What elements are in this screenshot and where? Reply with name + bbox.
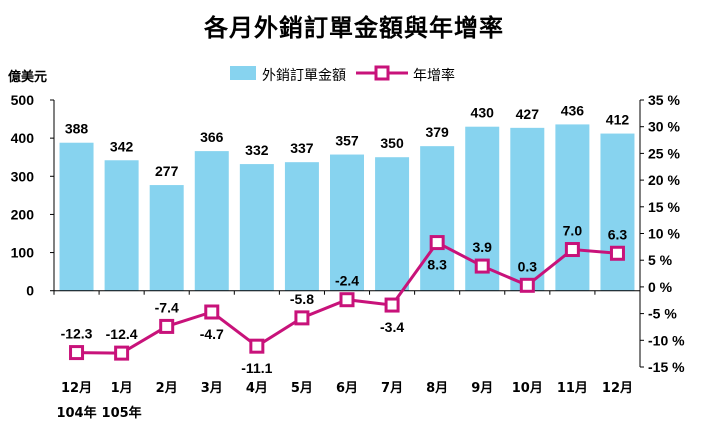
- bar-value-label: 379: [425, 124, 449, 140]
- legend-line-marker: [374, 65, 390, 81]
- year-label: 105年: [102, 405, 142, 421]
- chart-title: 各月外銷訂單金額與年增率: [204, 14, 504, 42]
- bar-value-label: 436: [561, 102, 585, 118]
- bar: [555, 124, 590, 291]
- year-label: 104年: [56, 405, 96, 421]
- growth-point: [564, 242, 580, 258]
- growth-point: [249, 338, 265, 354]
- line-value-label: -4.7: [200, 326, 224, 342]
- x-tick-label: 2月: [156, 381, 178, 396]
- bar-value-label: 332: [245, 142, 269, 158]
- legend: 外銷訂單金額 年增率: [230, 65, 455, 84]
- right-tick-label: 5 %: [648, 252, 673, 268]
- x-tick-label: 10月: [512, 381, 543, 396]
- bar: [284, 162, 319, 291]
- line-value-label: -7.4: [155, 299, 179, 315]
- line-series: [69, 235, 625, 361]
- line-value-label: -11.1: [241, 360, 272, 376]
- growth-point: [204, 304, 220, 320]
- bar: [104, 160, 139, 291]
- line-value-label: -2.4: [335, 273, 359, 289]
- line-value-label: 7.0: [563, 223, 583, 239]
- growth-point: [609, 245, 625, 261]
- bar: [375, 157, 410, 291]
- bar-value-label: 366: [200, 129, 224, 145]
- x-tick-label: 4月: [246, 381, 268, 396]
- legend-bar-label: 外銷訂單金額: [262, 68, 346, 84]
- bar-value-label: 357: [335, 133, 359, 149]
- left-tick-label: 500: [11, 92, 35, 108]
- left-tick-label: 300: [11, 168, 35, 184]
- line-value-label: 0.3: [518, 258, 538, 274]
- bar-value-label: 350: [380, 135, 404, 151]
- line-value-label: 3.9: [472, 239, 492, 255]
- x-tick-label: 1月: [111, 381, 133, 396]
- legend-line-label: 年增率: [413, 67, 455, 84]
- bar-value-label: 412: [606, 112, 630, 128]
- right-tick-label: 0 %: [648, 279, 673, 295]
- legend-bar-swatch: [230, 66, 256, 80]
- x-tick-label: 7月: [381, 381, 403, 396]
- bar: [420, 146, 455, 291]
- bar-value-label: 388: [65, 121, 89, 137]
- right-tick-label: -10 %: [648, 332, 685, 348]
- line-value-label: -5.8: [290, 291, 314, 307]
- x-tick-label: 9月: [471, 381, 493, 396]
- line-value-label: -3.4: [380, 319, 404, 335]
- growth-point: [159, 318, 175, 334]
- right-tick-label: 10 %: [648, 226, 680, 242]
- x-tick-label: 3月: [201, 381, 223, 396]
- x-tick-label: 6月: [336, 381, 358, 396]
- bar: [330, 154, 364, 291]
- bar: [600, 133, 635, 291]
- left-tick-label: 100: [11, 245, 35, 261]
- growth-point: [474, 258, 490, 274]
- x-tick-label: 8月: [426, 381, 448, 396]
- line-value-label: -12.3: [61, 326, 93, 342]
- bar-value-label: 342: [110, 138, 134, 154]
- bar: [239, 164, 274, 291]
- right-tick-label: 15 %: [648, 199, 680, 215]
- left-tick-label: 0: [26, 283, 34, 299]
- bar: [59, 142, 94, 291]
- x-tick-label: 12月: [61, 381, 92, 396]
- bar-value-label: 427: [516, 106, 540, 122]
- data-labels: 388 342 277 366 332 337 357 350 379 430 427 436 412 -…: [61, 102, 630, 376]
- x-tick-label: 12月: [602, 381, 633, 396]
- bar: [510, 127, 545, 291]
- bar-series: [59, 124, 635, 291]
- bar-value-label: 277: [155, 163, 179, 179]
- x-tick-label: 11月: [557, 381, 588, 396]
- growth-point: [519, 277, 535, 293]
- right-tick-label: 35 %: [648, 92, 680, 108]
- right-tick-label: -5 %: [648, 306, 677, 322]
- bar: [149, 185, 184, 291]
- growth-point: [69, 345, 85, 361]
- growth-point: [384, 297, 400, 313]
- left-axis-unit: 億美元: [8, 69, 47, 85]
- line-value-label: 6.3: [608, 226, 628, 242]
- x-tick-label: 5月: [291, 381, 313, 396]
- axes: 500 400 300 200 100 0 35 % 30 % 25 % 20 % 15 % 10 %…: [11, 92, 685, 421]
- growth-point: [339, 292, 355, 308]
- bar-value-label: 337: [290, 140, 314, 156]
- line-value-label: -12.4: [106, 326, 138, 342]
- left-tick-label: 400: [11, 130, 35, 146]
- right-tick-label: 25 %: [648, 145, 680, 161]
- growth-point: [114, 345, 130, 361]
- right-tick-label: 30 %: [648, 119, 680, 135]
- line-value-label: 8.3: [427, 257, 447, 273]
- right-tick-label: 20 %: [648, 172, 680, 188]
- bar-value-label: 430: [471, 105, 495, 121]
- right-tick-label: -15 %: [648, 359, 685, 375]
- bar: [194, 151, 229, 291]
- left-tick-label: 200: [11, 206, 35, 222]
- growth-point: [429, 235, 445, 251]
- growth-point: [294, 310, 310, 326]
